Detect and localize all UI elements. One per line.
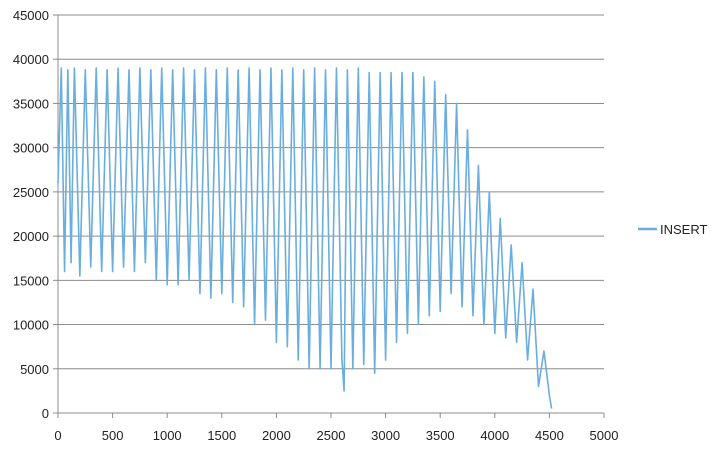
x-tick-label-0: 0 — [54, 428, 61, 443]
tick-labels: 0500010000150002000025000300003500040000… — [13, 8, 619, 443]
series-layer — [57, 67, 553, 409]
y-tick-label-4: 20000 — [13, 229, 49, 244]
series-line-insert — [57, 67, 553, 409]
x-tick-label-3: 1500 — [207, 428, 236, 443]
x-tick-label-1: 500 — [102, 428, 124, 443]
x-tick-label-9: 4500 — [535, 428, 564, 443]
x-tick-label-8: 4000 — [480, 428, 509, 443]
y-tick-label-6: 30000 — [13, 141, 49, 156]
axes — [53, 14, 605, 418]
x-tick-label-4: 2000 — [262, 428, 291, 443]
y-tick-label-9: 45000 — [13, 8, 49, 23]
x-tick-label-6: 3000 — [371, 428, 400, 443]
legend: INSERT — [638, 222, 707, 237]
y-tick-label-0: 0 — [42, 406, 49, 421]
y-tick-label-8: 40000 — [13, 52, 49, 67]
y-tick-label-7: 35000 — [13, 96, 49, 111]
y-tick-label-3: 15000 — [13, 273, 49, 288]
x-tick-label-10: 5000 — [590, 428, 619, 443]
x-tick-label-2: 1000 — [153, 428, 182, 443]
y-tick-label-5: 25000 — [13, 185, 49, 200]
y-tick-label-2: 10000 — [13, 318, 49, 333]
x-tick-label-5: 2500 — [317, 428, 346, 443]
x-tick-label-7: 3500 — [426, 428, 455, 443]
y-tick-label-1: 5000 — [20, 362, 49, 377]
legend-label-insert: INSERT — [660, 222, 707, 237]
